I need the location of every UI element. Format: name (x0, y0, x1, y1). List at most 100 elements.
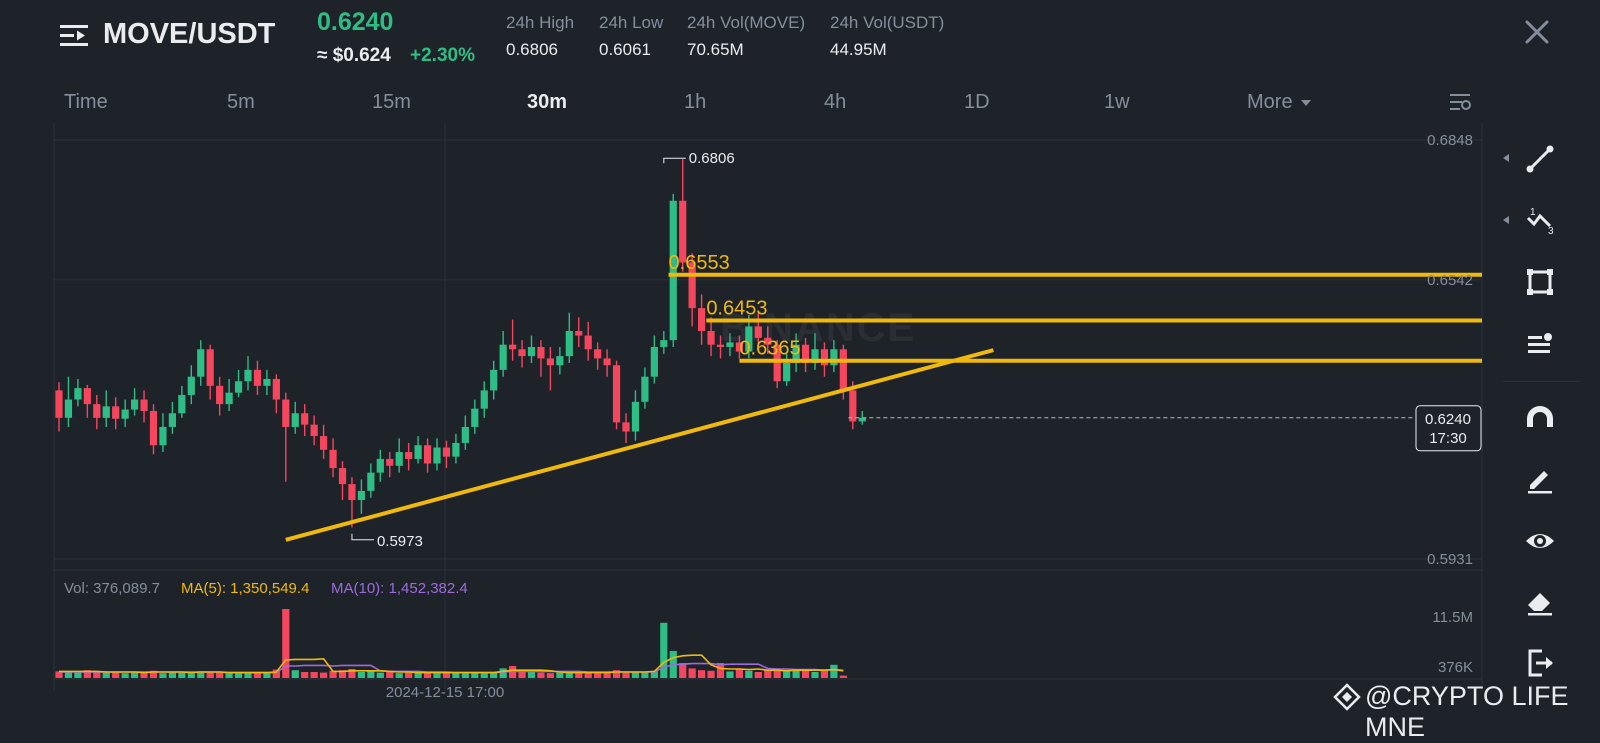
volume-bar (792, 669, 800, 678)
candle-body (811, 349, 819, 363)
volume-bar (386, 672, 394, 678)
candle-body (518, 349, 526, 357)
last-price-tag-value: 0.6240 (1425, 411, 1471, 428)
stat-24h-high-value: 0.6806 (506, 40, 558, 59)
tab-1d[interactable]: 1D (964, 91, 990, 113)
price-chart[interactable]: BINANCE 0.65530.64530.63650.68060.59730.… (0, 0, 1600, 720)
volume-bar (159, 673, 167, 678)
candle-body (348, 484, 356, 501)
candle-body (688, 262, 696, 309)
candle-body (839, 349, 847, 391)
candle-body (102, 406, 110, 418)
volume-bar (338, 670, 347, 678)
tab-1h[interactable]: 1h (684, 91, 707, 113)
rect-icon[interactable] (1524, 266, 1556, 298)
volume-bar (348, 669, 356, 678)
candle-body (216, 385, 224, 405)
candle-body (291, 413, 299, 427)
volume-bar (471, 672, 479, 678)
volume-bar (395, 673, 403, 678)
stat-24h-vol-usdt-value: 44.95M (830, 40, 887, 59)
tab-1w[interactable]: 1w (1104, 91, 1130, 113)
candle-body (622, 422, 630, 432)
tab-4h[interactable]: 4h (824, 91, 847, 113)
level-label: 0.6553 (669, 252, 730, 274)
candle-body (783, 362, 791, 382)
candle-body (405, 452, 413, 459)
magnet-icon[interactable] (1524, 403, 1556, 435)
volume-bar (527, 672, 536, 678)
candle-body (423, 445, 432, 464)
chart-settings-icon[interactable] (1448, 90, 1472, 114)
last-price-tag (1415, 405, 1482, 452)
volume-bar (102, 672, 110, 678)
candle-body (726, 342, 734, 347)
volume-ma5-line (59, 654, 844, 674)
volume-bar (575, 671, 583, 678)
volume-bar (376, 672, 384, 678)
volume-bar (754, 672, 762, 678)
volume-bar (423, 672, 432, 678)
volume-bar (178, 672, 186, 678)
candle-body (707, 330, 715, 345)
candle-body (64, 399, 73, 418)
volume-bar (291, 670, 299, 678)
volume-bar (442, 672, 451, 678)
volume-bar (253, 672, 262, 678)
trendline (285, 348, 994, 542)
candle-body (329, 449, 337, 469)
candle-body (499, 344, 507, 370)
tab-30m[interactable]: 30m (527, 91, 568, 113)
tab-time[interactable]: Time (64, 91, 108, 113)
tab-5m[interactable]: 5m (227, 91, 255, 113)
level-label: 0.6453 (706, 297, 767, 319)
volume-bar (452, 672, 460, 678)
tab-15m[interactable]: 15m (372, 91, 411, 113)
volume-bar (206, 672, 214, 678)
trendline-icon[interactable] (1524, 143, 1556, 175)
last-price: 0.6240 (317, 8, 394, 36)
eye-icon[interactable] (1524, 525, 1556, 557)
low-marker (351, 533, 374, 541)
logout-icon[interactable] (1524, 647, 1556, 679)
volume-bar (537, 672, 545, 678)
candle-body (546, 358, 554, 366)
candle-body (745, 326, 753, 352)
candle-body (433, 447, 441, 464)
menu-icon[interactable] (60, 22, 88, 50)
volume-bar (716, 663, 725, 678)
candle-body (131, 399, 139, 410)
candle-body (93, 404, 101, 418)
volume-bar (244, 673, 252, 678)
tab-more[interactable]: More (1247, 91, 1312, 114)
expand-arrow-icon[interactable] (1501, 215, 1511, 225)
text-list-icon[interactable] (1524, 328, 1556, 360)
usd-price: ≈ $0.624 (317, 45, 391, 66)
candle-body (764, 337, 772, 345)
candle-body (367, 472, 375, 491)
candle-body (575, 330, 583, 336)
candle-body (301, 413, 309, 425)
eraser-icon[interactable] (1524, 585, 1556, 617)
volume-bar (839, 675, 847, 678)
candle-body (168, 413, 176, 427)
volume-bar (140, 672, 148, 678)
pair-title[interactable]: MOVE/USDT (103, 18, 276, 50)
volume-bar (93, 672, 101, 678)
volume-bar (367, 670, 375, 678)
volume-bar (546, 673, 554, 678)
pencil-icon[interactable] (1524, 463, 1556, 495)
candle-body (480, 390, 488, 409)
candle-body (338, 468, 347, 485)
close-icon[interactable] (1523, 18, 1551, 46)
volume-bar (301, 672, 309, 678)
volume-bar (622, 672, 630, 678)
candle-body (858, 417, 866, 422)
volume-bar (121, 673, 129, 678)
volume-bar (801, 670, 810, 678)
volume-bar (357, 672, 365, 678)
volume-bar (225, 673, 233, 678)
candle-body (55, 390, 63, 418)
expand-arrow-icon[interactable] (1501, 153, 1511, 163)
